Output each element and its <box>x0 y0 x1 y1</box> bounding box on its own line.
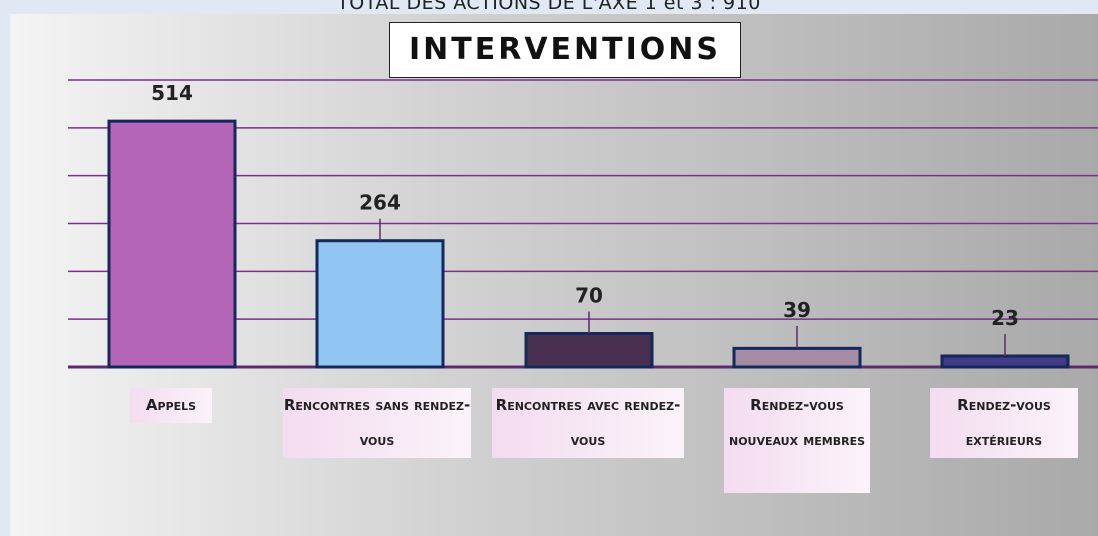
value-label: 23 <box>991 306 1019 330</box>
value-label: 264 <box>359 191 401 215</box>
bar <box>940 354 1070 369</box>
value-label: 70 <box>575 284 603 308</box>
x-tick-label: Rencontres sans rendez-vous <box>283 388 471 458</box>
x-tick-label: Appels <box>130 388 212 423</box>
chart-title: INTERVENTIONS <box>389 22 741 78</box>
bar <box>315 239 445 369</box>
value-label: 39 <box>783 298 811 322</box>
x-tick-label: Rendez-vous extérieurs <box>930 388 1078 458</box>
banner: TOTAL DES ACTIONS DE L'AXE 1 et 3 : 910 <box>337 0 761 14</box>
value-label: 514 <box>151 81 193 105</box>
bar <box>107 119 237 369</box>
bar <box>524 332 654 369</box>
bar <box>732 346 862 369</box>
x-tick-label: Rendez-vous nouveaux membres <box>724 388 870 493</box>
x-tick-label: Rencontres avec rendez-vous <box>492 388 684 458</box>
